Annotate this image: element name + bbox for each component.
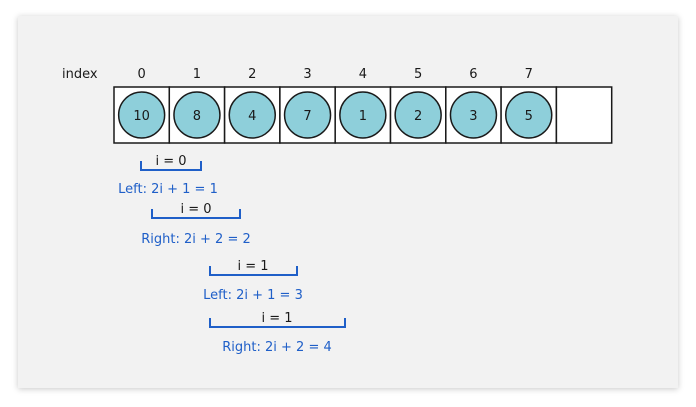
heap-node — [173, 91, 221, 139]
heap-node — [394, 91, 442, 139]
index-number: 5 — [414, 67, 422, 82]
node-value: 7 — [303, 109, 311, 124]
heap-node — [339, 91, 387, 139]
annotation-group: i = 0 Right: 2i + 2 = 2 — [141, 202, 250, 247]
index-bracket — [140, 161, 202, 171]
index-bracket — [209, 318, 346, 328]
annotation-group: i = 1 Right: 2i + 2 = 4 — [209, 311, 346, 355]
node-value: 5 — [525, 109, 533, 124]
heap-node — [449, 91, 498, 139]
bracket-label: i = 1 — [237, 259, 268, 274]
index-number: 7 — [525, 67, 533, 82]
index-number: 4 — [359, 67, 367, 82]
array-cell-empty — [555, 86, 613, 144]
index-bracket — [209, 266, 298, 276]
heap-node — [283, 91, 332, 139]
bracket-label: i = 0 — [155, 154, 186, 169]
index-number: 2 — [248, 67, 256, 82]
index-number: 3 — [303, 67, 311, 82]
node-value: 4 — [248, 109, 256, 124]
index-number: 1 — [193, 67, 201, 82]
heap-node — [228, 91, 276, 139]
node-value: 2 — [414, 109, 422, 124]
heap-node — [117, 91, 166, 139]
annotation-group: i = 0 Left: 2i + 1 = 1 — [118, 154, 218, 197]
node-value: 1 — [359, 109, 367, 124]
bracket-label: i = 0 — [180, 202, 211, 217]
node-value: 3 — [469, 109, 477, 124]
index-label: index — [62, 67, 98, 82]
index-number: 0 — [138, 67, 146, 82]
child-index-formula: Left: 2i + 1 = 1 — [118, 182, 218, 197]
child-index-formula: Left: 2i + 1 = 3 — [203, 288, 303, 303]
heap-node — [505, 91, 553, 139]
child-index-formula: Right: 2i + 2 = 4 — [222, 340, 331, 355]
diagram-card — [18, 16, 678, 388]
index-number: 6 — [469, 67, 477, 82]
child-index-formula: Right: 2i + 2 = 2 — [141, 232, 250, 247]
annotation-group: i = 1 Left: 2i + 1 = 3 — [203, 259, 303, 303]
index-row: 0 1 2 3 4 5 6 7 — [138, 67, 533, 82]
index-bracket — [151, 209, 241, 219]
annotations: i = 0 Left: 2i + 1 = 1 i = 0 Right: 2i + 2 … — [118, 154, 346, 355]
node-value: 10 — [133, 109, 150, 124]
array-row: 10 8 4 7 1 2 3 5 — [113, 86, 613, 144]
node-value: 8 — [193, 109, 201, 124]
bracket-label: i = 1 — [261, 311, 292, 326]
